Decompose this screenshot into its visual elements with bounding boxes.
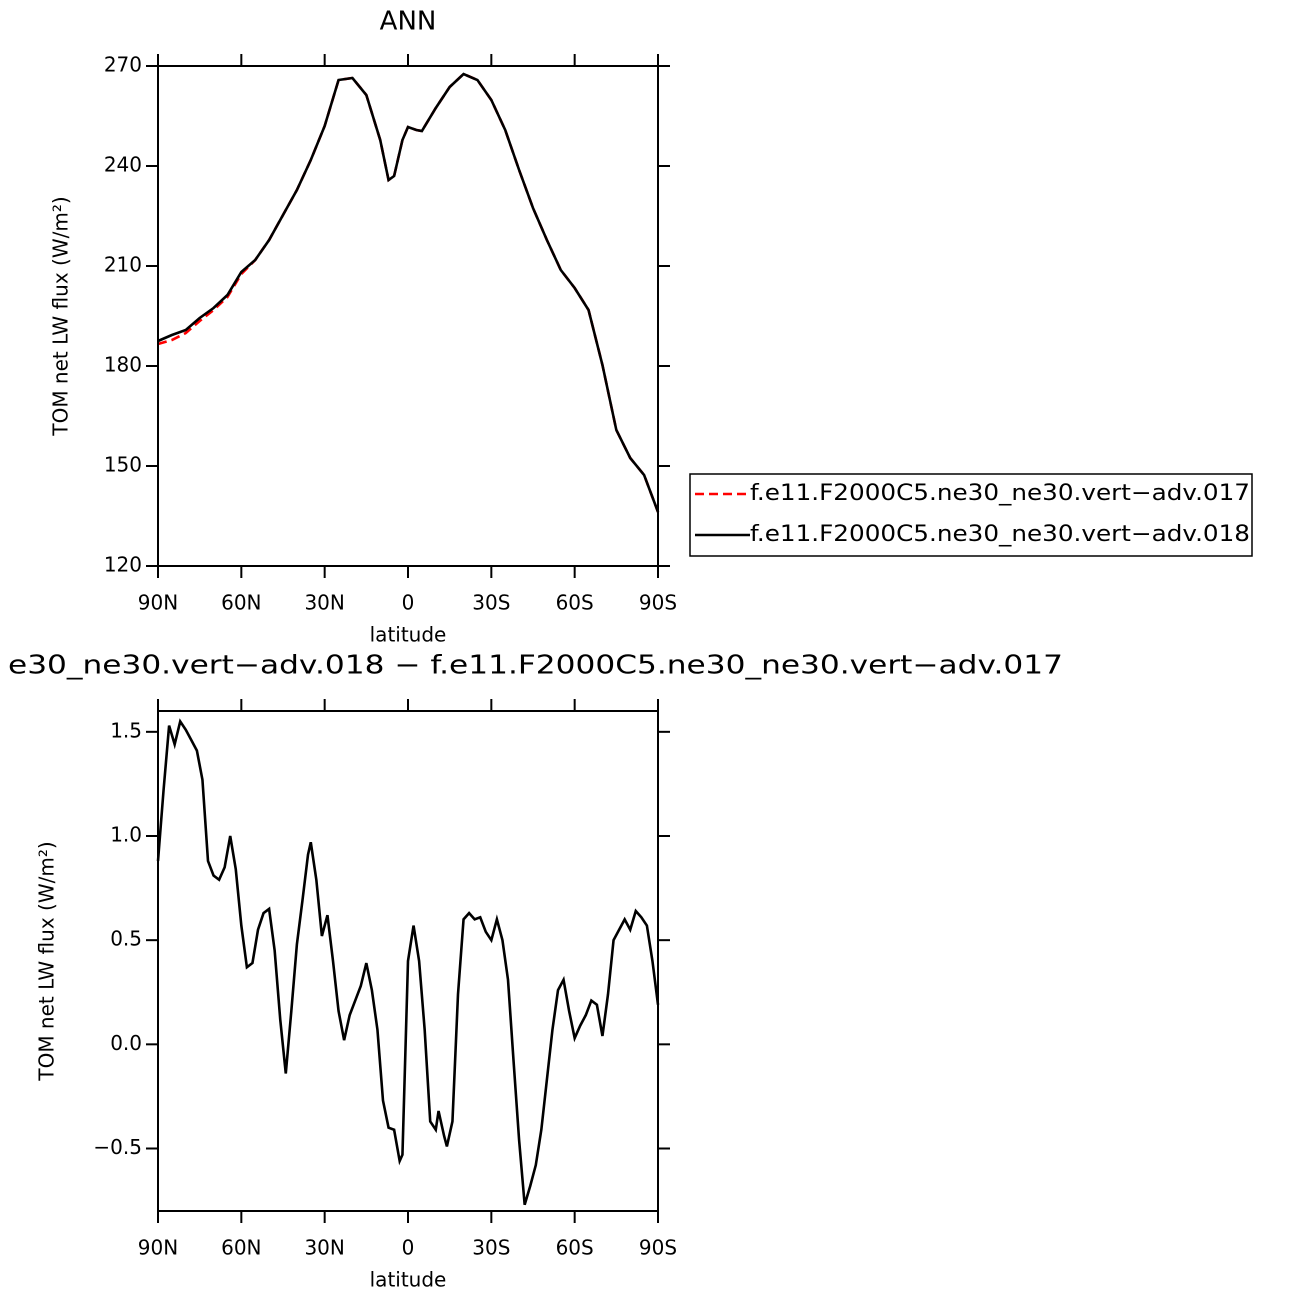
y-tick-label: −0.5 [93, 1135, 142, 1159]
x-tick-label: 90S [639, 591, 677, 615]
y-tick-label: 270 [104, 53, 142, 77]
x-tick-label: 60N [221, 1236, 261, 1260]
chart-title: e30_ne30.vert−adv.018 − f.e11.F2000C5.ne… [8, 651, 1063, 681]
legend-label: f.e11.F2000C5.ne30_ne30.vert−adv.018 [750, 522, 1250, 547]
x-tick-label: 0 [402, 591, 415, 615]
plot-frame [157, 65, 659, 567]
x-tick-label: 0 [402, 1236, 415, 1260]
x-tick-label: 30S [472, 1236, 510, 1260]
y-tick-label: 150 [104, 453, 142, 477]
x-tick-label: 60N [221, 591, 261, 615]
x-tick-label: 60S [556, 1236, 594, 1260]
x-tick-label: 90N [138, 591, 178, 615]
x-tick-label: 30N [304, 591, 344, 615]
y-axis-label: TOM net LW flux (W/m²) [49, 196, 73, 436]
data-line [157, 72, 660, 513]
y-tick-label: 240 [104, 153, 142, 177]
x-axis-label: latitude [370, 1268, 447, 1292]
y-tick-label: 180 [104, 353, 142, 377]
x-tick-label: 90S [639, 1236, 677, 1260]
y-tick-label: 210 [104, 253, 142, 277]
y-tick-label: 0.0 [110, 1031, 142, 1055]
x-tick-label: 60S [556, 591, 594, 615]
legend-box [689, 473, 1253, 557]
x-tick-label: 90N [138, 1236, 178, 1260]
data-line [156, 718, 660, 1206]
y-tick-label: 1.0 [110, 823, 142, 847]
x-axis-label: latitude [370, 623, 447, 647]
x-tick-label: 30S [472, 591, 510, 615]
y-tick-label: 120 [104, 553, 142, 577]
y-tick-label: 1.5 [110, 718, 142, 742]
y-tick-label: 0.5 [110, 927, 142, 951]
y-axis-label: TOM net LW flux (W/m²) [35, 841, 59, 1081]
data-line [157, 72, 660, 513]
legend-label: f.e11.F2000C5.ne30_ne30.vert−adv.017 [750, 481, 1250, 506]
chart-title: ANN [380, 7, 437, 37]
x-tick-label: 30N [304, 1236, 344, 1260]
